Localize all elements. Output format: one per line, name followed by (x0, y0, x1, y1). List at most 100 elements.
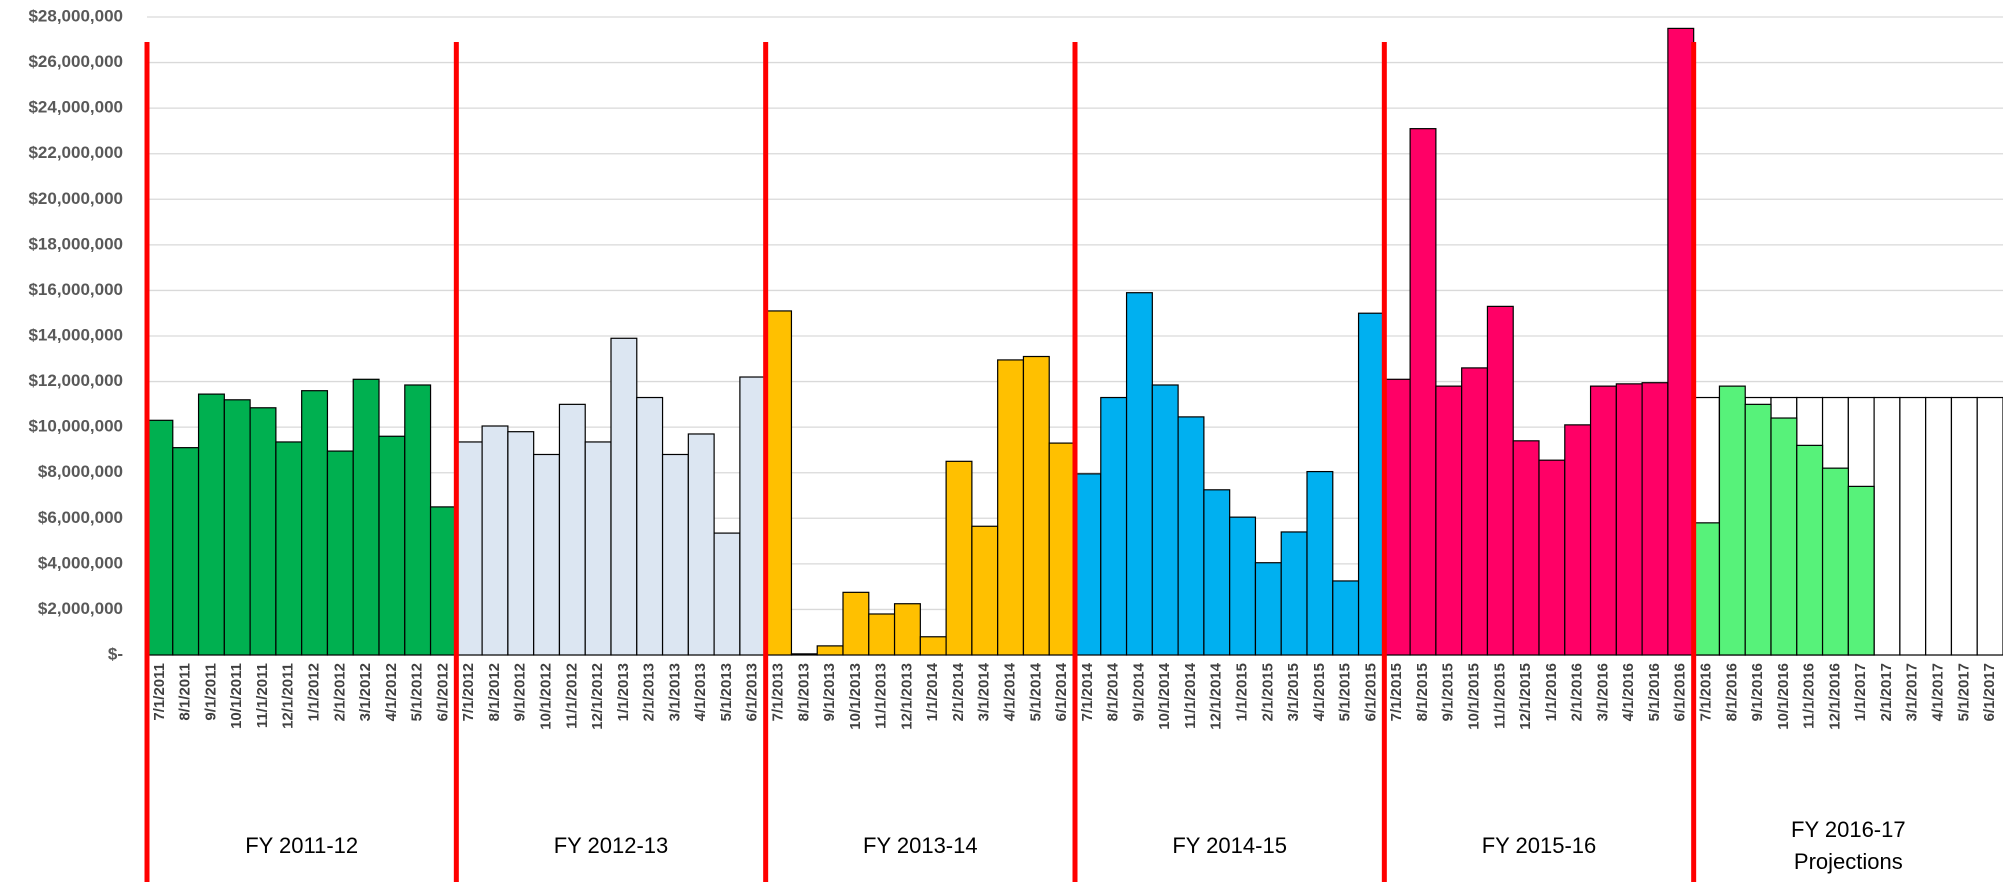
bar (1357, 312, 1385, 656)
x-tick-label: 10/1/2011 (228, 663, 245, 729)
x-tick-label: 9/1/2013 (821, 663, 838, 721)
x-tick-label: 1/1/2017 (1852, 663, 1869, 721)
bar (713, 532, 741, 656)
x-tick-label: 6/1/2017 (1981, 663, 1998, 721)
y-tick-label: $6,000,000 (38, 508, 123, 527)
x-tick-label: 12/1/2016 (1826, 663, 1843, 730)
x-tick-label: 2/1/2012 (331, 663, 348, 721)
bar (610, 337, 638, 656)
x-tick-label: 6/1/2014 (1053, 662, 1070, 721)
bar (1383, 378, 1411, 656)
group-label: FY 2016-17 Projections (1791, 817, 1906, 874)
y-tick-label: $24,000,000 (28, 98, 123, 117)
x-tick-label: 5/1/2015 (1337, 663, 1354, 721)
x-tick-label: 3/1/2017 (1904, 663, 1921, 721)
y-tick-label: $14,000,000 (28, 325, 123, 344)
bar (997, 359, 1025, 656)
x-tick-label: 11/1/2016 (1801, 663, 1818, 729)
y-tick-label: $2,000,000 (38, 599, 123, 618)
x-tick-label: 1/1/2013 (615, 663, 632, 721)
bar (790, 653, 818, 656)
bar (1306, 470, 1334, 656)
bar (1564, 424, 1592, 656)
bar (1512, 440, 1540, 656)
bar (1486, 305, 1514, 656)
x-tick-label: 8/1/2016 (1723, 663, 1740, 721)
bar (1409, 128, 1437, 656)
x-tick-label: 7/1/2016 (1698, 663, 1715, 721)
bar (1125, 292, 1153, 656)
bar (249, 407, 277, 656)
projection-bar (1873, 396, 1901, 656)
x-tick-label: 1/1/2014 (924, 662, 941, 721)
x-tick-label: 5/1/2013 (718, 663, 735, 721)
x-tick-label: 5/1/2017 (1955, 663, 1972, 721)
y-tick-label: $8,000,000 (38, 462, 123, 481)
bar (1770, 417, 1798, 656)
bar (1022, 355, 1050, 656)
bar (275, 441, 303, 656)
y-tick-label: $10,000,000 (28, 417, 123, 436)
x-tick-label: 5/1/2012 (409, 663, 426, 721)
x-tick-label: 12/1/2014 (1208, 662, 1225, 729)
bar (1461, 367, 1489, 656)
x-tick-label: 6/1/2013 (744, 663, 761, 721)
bar (1641, 382, 1669, 656)
x-tick-label: 8/1/2011 (177, 663, 194, 721)
y-tick-label: $16,000,000 (28, 280, 123, 299)
group-label: FY 2012-13 (553, 833, 669, 858)
x-tick-label: 12/1/2012 (589, 663, 606, 730)
y-tick-label: $4,000,000 (38, 553, 123, 572)
x-tick-label: 4/1/2017 (1930, 663, 1947, 721)
y-tick-label: $26,000,000 (28, 52, 123, 71)
x-tick-label: 7/1/2013 (770, 663, 787, 721)
x-tick-label: 4/1/2012 (383, 663, 400, 721)
bar (765, 310, 793, 656)
x-tick-label: 5/1/2014 (1027, 662, 1044, 721)
x-tick-label: 9/1/2012 (512, 663, 529, 721)
bar (1796, 444, 1824, 656)
x-tick-label: 3/1/2015 (1285, 663, 1302, 721)
x-tick-label: 12/1/2013 (898, 663, 915, 730)
bar (945, 460, 973, 656)
bar (816, 645, 844, 656)
bar (172, 447, 200, 656)
bar (1254, 562, 1282, 656)
x-tick-label: 3/1/2013 (666, 663, 683, 721)
bar (1074, 473, 1102, 656)
x-tick-label: 11/1/2012 (563, 663, 580, 729)
y-tick-label: $- (108, 644, 123, 663)
x-tick-label: 6/1/2012 (434, 663, 451, 721)
x-tick-label: 12/1/2011 (280, 663, 297, 729)
x-tick-label: 2/1/2016 (1569, 663, 1586, 721)
bar (197, 393, 225, 656)
group-label: FY 2011-12 (245, 833, 359, 858)
x-tick-label: 10/1/2013 (847, 663, 864, 730)
bar (1538, 459, 1566, 656)
x-tick-label: 7/1/2011 (151, 663, 168, 721)
bar (1615, 383, 1643, 656)
bar (1048, 442, 1076, 656)
bar (636, 396, 664, 656)
bar (1280, 531, 1308, 656)
x-tick-label: 1/1/2012 (306, 663, 323, 721)
x-tick-label: 1/1/2016 (1543, 663, 1560, 721)
y-tick-label: $12,000,000 (28, 371, 123, 390)
y-tick-label: $18,000,000 (28, 234, 123, 253)
bar (1744, 403, 1772, 656)
x-tick-label: 7/1/2012 (460, 663, 477, 721)
group-label: FY 2013-14 (863, 833, 978, 858)
bar (1203, 489, 1231, 656)
bar (533, 453, 561, 656)
bar (661, 453, 689, 656)
x-tick-label: 3/1/2014 (976, 662, 993, 721)
projection-bar (1925, 396, 1953, 656)
bar (893, 603, 921, 656)
bar (146, 419, 174, 656)
projection-bar (1976, 396, 2003, 656)
projection-bar (1899, 396, 1927, 656)
bar (1693, 522, 1721, 656)
x-tick-label: 11/1/2015 (1491, 663, 1508, 729)
x-tick-label: 8/1/2013 (795, 663, 812, 721)
